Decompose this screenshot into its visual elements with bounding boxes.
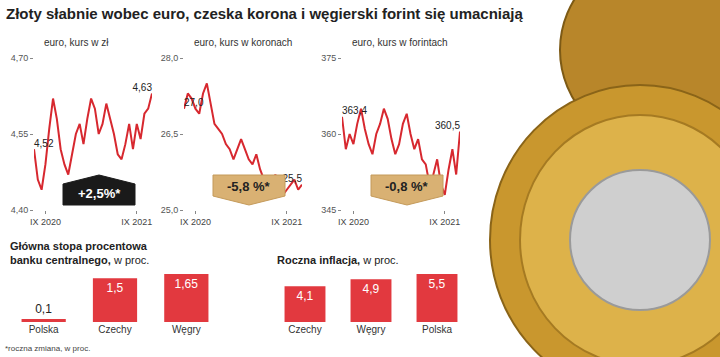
svg-text:26,5: 26,5: [161, 129, 179, 139]
svg-text:360: 360: [321, 129, 336, 139]
svg-text:363,4: 363,4: [342, 105, 367, 116]
svg-text:25,5: 25,5: [283, 173, 303, 184]
svg-text:Główna stopa procentowabanku c: Główna stopa procentowabanku centralnego…: [10, 240, 149, 266]
svg-text:IX 2021: IX 2021: [429, 217, 460, 227]
svg-text:0,1: 0,1: [35, 302, 52, 316]
svg-text:28,0: 28,0: [161, 53, 179, 63]
svg-text:Polska: Polska: [29, 324, 59, 335]
svg-text:Węgry: Węgry: [172, 324, 201, 335]
svg-text:-0,8 %*: -0,8 %*: [385, 179, 429, 194]
svg-text:IX 2021: IX 2021: [271, 217, 302, 227]
svg-text:25,0: 25,0: [161, 205, 179, 215]
svg-text:1,5: 1,5: [106, 281, 123, 295]
svg-text:27,0: 27,0: [184, 97, 204, 108]
svg-text:*roczna zmiana, w proc.: *roczna zmiana, w proc.: [5, 344, 90, 353]
svg-text:4,63: 4,63: [133, 82, 153, 93]
svg-text:euro, kurs w zł: euro, kurs w zł: [44, 37, 109, 48]
svg-text:Złoty słabnie wobec euro, czes: Złoty słabnie wobec euro, czeska korona …: [6, 5, 523, 22]
svg-text:4,70: 4,70: [11, 53, 29, 63]
svg-text:euro, kurs w koronach: euro, kurs w koronach: [194, 37, 292, 48]
svg-text:-5,8 %*: -5,8 %*: [227, 179, 271, 194]
svg-text:4,1: 4,1: [296, 289, 313, 303]
svg-text:Czechy: Czechy: [288, 324, 321, 335]
svg-text:euro, kurs w forintach: euro, kurs w forintach: [352, 37, 448, 48]
svg-text:360,5: 360,5: [435, 120, 460, 131]
svg-text:IX 2020: IX 2020: [30, 217, 61, 227]
svg-text:IX 2020: IX 2020: [180, 217, 211, 227]
svg-text:345: 345: [321, 205, 336, 215]
svg-text:Czechy: Czechy: [98, 324, 131, 335]
svg-text:5,5: 5,5: [428, 277, 445, 291]
svg-text:+2,5%*: +2,5%*: [78, 186, 121, 201]
svg-text:Węgry: Węgry: [357, 324, 386, 335]
svg-text:4,52: 4,52: [34, 138, 54, 149]
svg-text:4,55: 4,55: [11, 129, 29, 139]
svg-text:1,65: 1,65: [174, 277, 198, 291]
svg-text:IX 2020: IX 2020: [338, 217, 369, 227]
svg-text:4,40: 4,40: [11, 205, 29, 215]
svg-text:Roczna inflacja, w proc.: Roczna inflacja, w proc.: [277, 254, 399, 266]
svg-text:Polska: Polska: [422, 324, 452, 335]
svg-text:IX 2021: IX 2021: [121, 217, 152, 227]
svg-text:4,9: 4,9: [362, 282, 379, 296]
svg-text:375: 375: [321, 53, 336, 63]
